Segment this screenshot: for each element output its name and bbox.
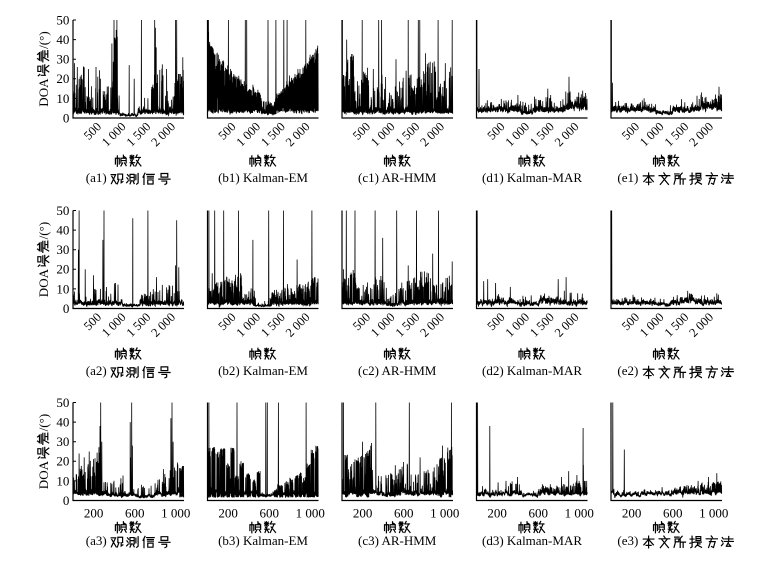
svg-text:(c2) AR-HMM: (c2) AR-HMM <box>358 363 437 378</box>
svg-text:20: 20 <box>56 71 69 86</box>
svg-text:40: 40 <box>56 415 69 430</box>
svg-text:50: 50 <box>56 395 69 410</box>
svg-text:DOA: DOA <box>36 460 51 489</box>
svg-text:200: 200 <box>487 506 507 521</box>
svg-text:(c1) AR-HMM: (c1) AR-HMM <box>358 170 437 185</box>
svg-text:(e2): (e2) <box>617 363 638 378</box>
svg-text:30: 30 <box>56 242 69 257</box>
svg-text:(e1): (e1) <box>617 170 638 185</box>
svg-text:600: 600 <box>394 506 414 521</box>
svg-text:1 000: 1 000 <box>699 506 728 521</box>
svg-text:200: 200 <box>218 506 238 521</box>
svg-text:200: 200 <box>622 506 642 521</box>
svg-text:/(°): /(°) <box>36 222 51 239</box>
svg-text:0: 0 <box>63 301 70 316</box>
svg-text:(c3) AR-HMM: (c3) AR-HMM <box>358 533 437 548</box>
svg-text:1 000: 1 000 <box>430 506 459 521</box>
svg-text:200: 200 <box>353 506 373 521</box>
svg-text:DOA: DOA <box>36 268 51 297</box>
svg-text:(a3): (a3) <box>86 533 107 548</box>
svg-text:DOA: DOA <box>36 78 51 107</box>
svg-text:/(°): /(°) <box>36 31 51 48</box>
svg-text:20: 20 <box>56 262 69 277</box>
svg-text:10: 10 <box>56 281 69 296</box>
svg-text:(a1): (a1) <box>86 170 107 185</box>
svg-text:50: 50 <box>56 12 69 27</box>
svg-text:600: 600 <box>259 506 279 521</box>
svg-text:1 000: 1 000 <box>161 506 190 521</box>
svg-text:600: 600 <box>663 506 683 521</box>
svg-text:(b2) Kalman-EM: (b2) Kalman-EM <box>218 363 308 378</box>
svg-text:600: 600 <box>528 506 548 521</box>
svg-text:20: 20 <box>56 454 69 469</box>
svg-text:0: 0 <box>63 493 70 508</box>
svg-text:50: 50 <box>56 203 69 218</box>
svg-text:10: 10 <box>56 91 69 106</box>
svg-text:(b3) Kalman-EM: (b3) Kalman-EM <box>218 533 308 548</box>
svg-text:(d2) Kalman-MAR: (d2) Kalman-MAR <box>482 363 582 378</box>
svg-text:0: 0 <box>63 110 70 125</box>
svg-text:1 000: 1 000 <box>296 506 325 521</box>
svg-text:40: 40 <box>56 32 69 47</box>
svg-text:30: 30 <box>56 52 69 67</box>
svg-text:40: 40 <box>56 223 69 238</box>
svg-text:10: 10 <box>56 473 69 488</box>
svg-text:30: 30 <box>56 434 69 449</box>
svg-text:600: 600 <box>125 506 145 521</box>
svg-text:(d1) Kalman-MAR: (d1) Kalman-MAR <box>482 170 582 185</box>
svg-text:(e3): (e3) <box>617 533 638 548</box>
svg-text:(d3) Kalman-MAR: (d3) Kalman-MAR <box>482 533 582 548</box>
svg-text:(a2): (a2) <box>86 363 107 378</box>
svg-text:(b1) Kalman-EM: (b1) Kalman-EM <box>218 170 308 185</box>
svg-text:1 000: 1 000 <box>565 506 594 521</box>
svg-text:200: 200 <box>84 506 104 521</box>
svg-text:/(°): /(°) <box>36 414 51 431</box>
